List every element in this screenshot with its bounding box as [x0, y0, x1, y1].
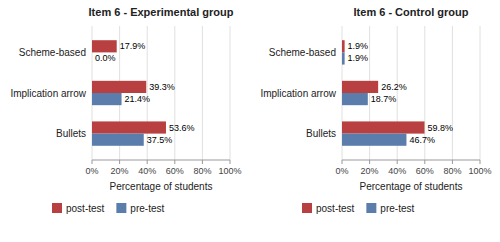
- tick-label: 20%: [361, 166, 379, 176]
- tick-label: 80%: [193, 166, 211, 176]
- legend: post-test pre-test: [302, 203, 414, 214]
- tick-mark: [480, 160, 481, 164]
- x-axis-line: [342, 160, 480, 161]
- tick-mark: [369, 160, 370, 164]
- tick-mark: [424, 160, 425, 164]
- x-axis-line: [92, 160, 230, 161]
- category-label: Bullets: [306, 128, 336, 139]
- chart-panel: Item 6 - Experimental group 0% 20% 40% 60% 80…: [10, 6, 241, 214]
- legend-swatch: [116, 203, 126, 213]
- bar: [342, 93, 368, 105]
- legend-swatch: [366, 203, 376, 213]
- data-label: 0.0%: [95, 53, 116, 63]
- legend-swatch: [52, 203, 62, 213]
- category-label: Scheme-based: [19, 47, 86, 58]
- data-labels: 59.8% 26.2% 1.9% 46.7% 18.7% 1.9%: [348, 41, 453, 144]
- x-axis-label: Percentage of students: [110, 181, 213, 192]
- grid-line: [452, 26, 453, 160]
- tick-label: 0%: [85, 166, 98, 176]
- data-label: 37.5%: [147, 135, 173, 145]
- tick-mark: [174, 160, 175, 164]
- tick-label: 40%: [138, 166, 156, 176]
- data-label: 1.9%: [348, 53, 369, 63]
- data-label: 59.8%: [428, 123, 454, 133]
- grid-line: [202, 26, 203, 160]
- grid-line: [230, 26, 231, 160]
- bars: [92, 40, 166, 146]
- data-label: 46.7%: [409, 135, 435, 145]
- bar: [92, 121, 166, 133]
- bar: [92, 81, 146, 93]
- legend-swatch: [302, 203, 312, 213]
- data-label: 39.3%: [149, 82, 175, 92]
- figure: Item 6 - Experimental group 0% 20% 40% 60% 80…: [0, 0, 500, 242]
- category-label: Implication arrow: [10, 88, 86, 99]
- bar: [342, 134, 406, 146]
- tick-label: 100%: [218, 166, 241, 176]
- bar: [342, 81, 378, 93]
- bar: [92, 134, 144, 146]
- legend-label: post-test: [66, 203, 105, 214]
- bar: [92, 93, 122, 105]
- legend-label: post-test: [316, 203, 355, 214]
- category-label: Implication arrow: [260, 88, 336, 99]
- title: Item 6 - Control group: [354, 6, 469, 18]
- bar: [92, 40, 117, 52]
- data-label: 17.9%: [120, 41, 146, 51]
- tick-label: 100%: [468, 166, 491, 176]
- x-axis-label: Percentage of students: [360, 181, 463, 192]
- legend-label: pre-test: [130, 203, 164, 214]
- tick-label: 60%: [166, 166, 184, 176]
- bar: [92, 52, 93, 64]
- data-label: 1.9%: [348, 41, 369, 51]
- title: Item 6 - Experimental group: [89, 6, 234, 18]
- tick-mark: [147, 160, 148, 164]
- data-label: 18.7%: [371, 94, 397, 104]
- data-labels: 53.6% 39.3% 17.9% 37.5% 21.4% 0.0%: [95, 41, 194, 144]
- tick-mark: [119, 160, 120, 164]
- grid-line: [480, 26, 481, 160]
- tick-mark: [230, 160, 231, 164]
- data-label: 53.6%: [169, 123, 195, 133]
- tick-label: 20%: [111, 166, 129, 176]
- tick-mark: [397, 160, 398, 164]
- legend-label: pre-test: [380, 203, 414, 214]
- bar: [342, 121, 425, 133]
- data-label: 26.2%: [381, 82, 407, 92]
- tick-label: 60%: [416, 166, 434, 176]
- bar: [342, 40, 345, 52]
- chart-panel: Item 6 - Control group 0% 20% 40% 60% 80% 100%…: [260, 6, 491, 214]
- tick-mark: [202, 160, 203, 164]
- tick-label: 0%: [335, 166, 348, 176]
- tick-mark: [342, 160, 343, 164]
- category-label: Scheme-based: [269, 47, 336, 58]
- tick-label: 40%: [388, 166, 406, 176]
- bar: [342, 52, 345, 64]
- data-label: 21.4%: [125, 94, 151, 104]
- tick-mark: [92, 160, 93, 164]
- category-label: Bullets: [56, 128, 86, 139]
- tick-mark: [452, 160, 453, 164]
- legend: post-test pre-test: [52, 203, 164, 214]
- grid-line: [174, 26, 175, 160]
- bars: [342, 40, 425, 146]
- tick-label: 80%: [443, 166, 461, 176]
